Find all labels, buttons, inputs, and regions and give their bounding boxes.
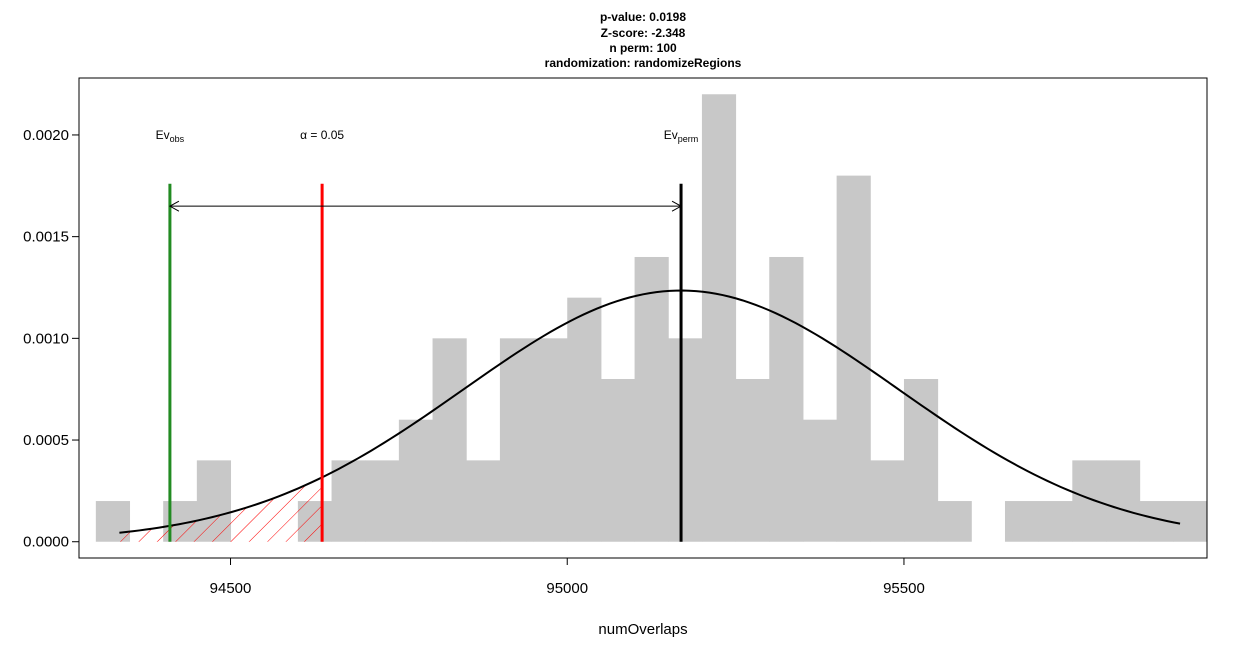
histogram-bar [567, 297, 602, 542]
x-tick-label: 94500 [210, 580, 252, 597]
histogram-bar [1004, 501, 1040, 542]
arrow-head-right [671, 200, 683, 212]
chart-title: p-value: 0.0198 Z-score: -2.348 n perm: … [545, 10, 742, 70]
histogram-bar [432, 338, 467, 542]
title-line-zscore: Z-score: -2.348 [601, 26, 686, 40]
x-axis-label: numOverlaps [598, 621, 687, 638]
x-axis: 94500 95000 95500 [210, 557, 925, 597]
histogram-bar [668, 338, 703, 542]
histogram-bar [634, 256, 669, 542]
alpha-label: α = 0.05 [300, 128, 344, 142]
hatched-region [119, 477, 323, 542]
x-tick-label: 95000 [546, 580, 588, 597]
ev-perm-label: Evperm [664, 128, 699, 144]
histogram-bar [735, 379, 770, 542]
histogram-bars [95, 94, 1208, 542]
y-tick-label: 0.0005 [23, 432, 69, 449]
normal-curve [119, 289, 1181, 534]
histogram-bar [533, 338, 568, 542]
histogram-bar [1038, 501, 1073, 542]
histogram-bar [701, 94, 737, 542]
histogram-bar [331, 460, 366, 542]
significance-region [119, 477, 323, 542]
line-annotations: Evobs α = 0.05 Evperm [156, 128, 699, 144]
y-tick-label: 0.0010 [23, 330, 69, 347]
histogram-bar [499, 338, 535, 542]
histogram-bar [466, 460, 501, 542]
normal-curve-layer [119, 289, 1181, 534]
histogram-bar [903, 379, 939, 542]
histogram-bar [870, 460, 905, 542]
y-axis: 0.0000 0.0005 0.0010 0.0015 0.0020 [23, 127, 80, 551]
reference-lines [168, 183, 683, 542]
y-tick-label: 0.0015 [23, 229, 69, 246]
distance-arrow-layer [168, 200, 683, 212]
histogram-bar [398, 419, 434, 542]
x-tick-label: 95500 [883, 580, 925, 597]
title-line-nperm: n perm: 100 [609, 41, 677, 55]
histogram-bar [600, 379, 636, 542]
histogram-bar [937, 501, 972, 542]
histogram-bar [1072, 460, 1107, 542]
y-tick-label: 0.0020 [23, 127, 69, 144]
histogram-bar [365, 460, 400, 542]
y-tick-label: 0.0000 [23, 534, 69, 551]
title-line-randomization: randomization: randomizeRegions [545, 56, 742, 70]
histogram-bar [1105, 460, 1141, 542]
histogram-bar [802, 419, 838, 542]
title-line-pvalue: p-value: 0.0198 [600, 10, 686, 24]
histogram-bar [1173, 501, 1208, 542]
histogram-bar [769, 256, 804, 542]
arrow-head-left [168, 200, 180, 212]
ev-obs-label: Evobs [156, 128, 185, 144]
